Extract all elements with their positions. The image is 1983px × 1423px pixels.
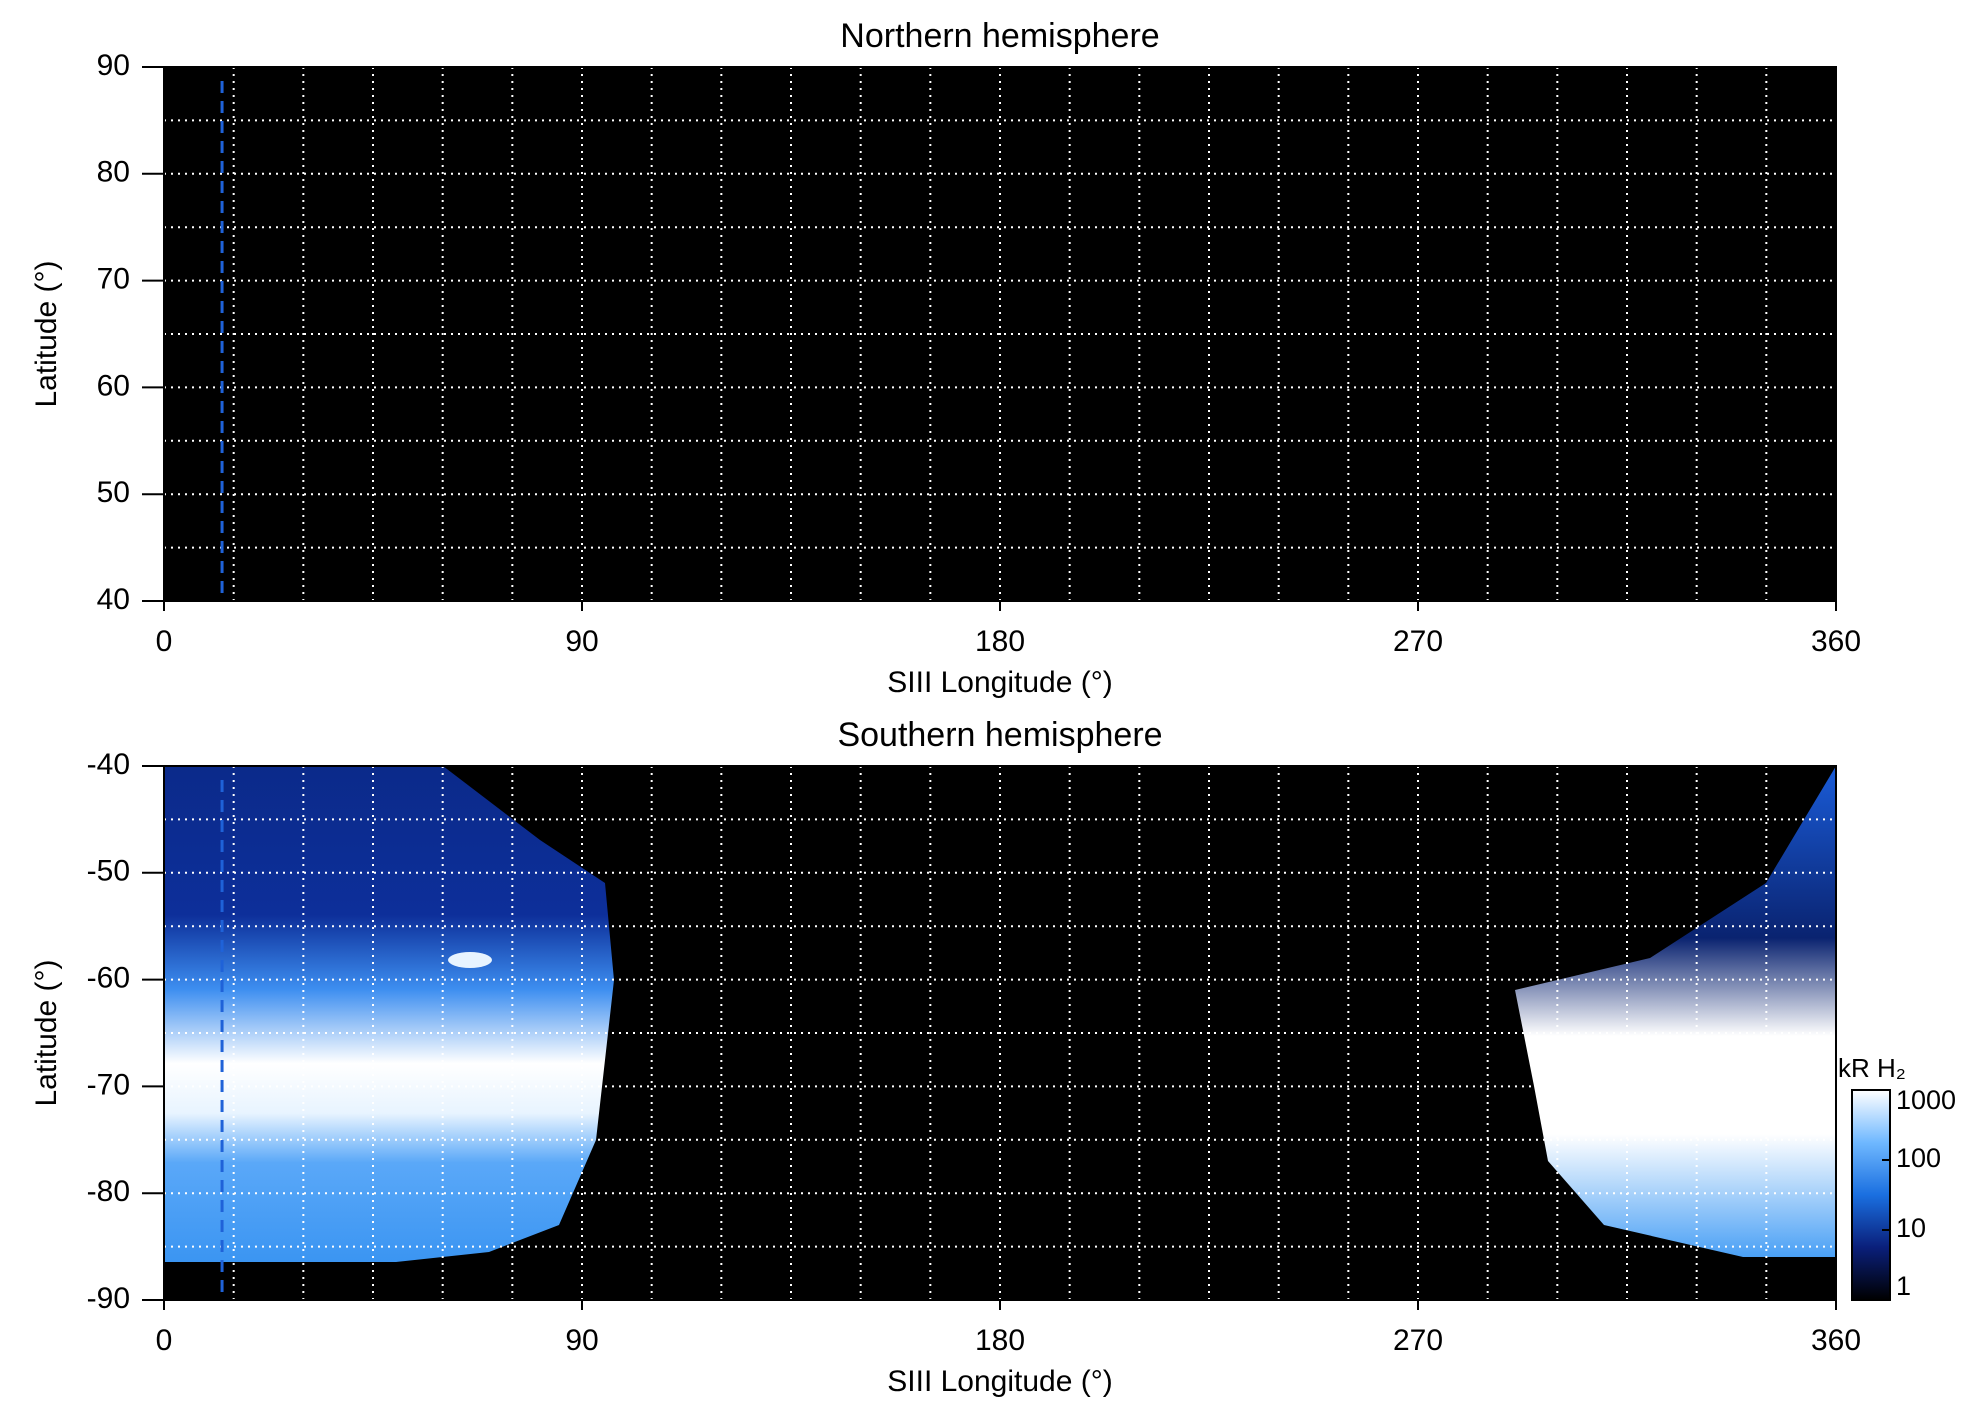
x-tick-label: 0 [156, 1324, 173, 1357]
aurora-region [1515, 766, 1836, 1257]
colorbar-tick-label: 1000 [1896, 1085, 1956, 1115]
x-axis-label: SIII Longitude (°) [887, 1365, 1112, 1398]
axes: Northern hemisphere SIII Longitude (°) Lat… [30, 17, 1956, 1398]
y-tick-label: -40 [87, 748, 130, 781]
colorbar-tick-label: 10 [1896, 1213, 1926, 1243]
y-tick-label: -50 [87, 855, 130, 888]
y-tick-label: -80 [87, 1175, 130, 1208]
y-tick-label: 80 [97, 156, 130, 189]
y-tick-label: 60 [97, 369, 130, 402]
y-axis-label: Latitude (°) [30, 959, 63, 1106]
x-tick-label: 90 [565, 1324, 598, 1357]
x-tick-label: 270 [1393, 625, 1443, 658]
plot-frame [163, 765, 1837, 1301]
panel-title: Southern hemisphere [837, 716, 1162, 754]
x-tick-label: 90 [565, 625, 598, 658]
x-tick-label: 360 [1811, 625, 1861, 658]
y-tick-label: 90 [97, 49, 130, 82]
x-tick-label: 270 [1393, 1324, 1443, 1357]
y-tick-label: -90 [87, 1282, 130, 1315]
panel-title: Northern hemisphere [840, 17, 1159, 55]
y-tick-label: 70 [97, 263, 130, 296]
y-tick-label: 50 [97, 476, 130, 509]
y-tick-label: 40 [97, 583, 130, 616]
x-tick-label: 360 [1811, 1324, 1861, 1357]
x-tick-label: 180 [975, 625, 1025, 658]
colorbar-tick-label: 100 [1896, 1143, 1941, 1173]
x-tick-label: 180 [975, 1324, 1025, 1357]
colorbar-label: kR H₂ [1838, 1053, 1906, 1083]
aurora-region [164, 766, 614, 1262]
aurora-emission [164, 766, 1836, 1262]
colorbar [1851, 1089, 1891, 1301]
x-axis-label: SIII Longitude (°) [887, 666, 1112, 699]
y-tick-label: -70 [87, 1068, 130, 1101]
colorbar-tick-label: 1 [1896, 1271, 1911, 1301]
aurora-spot [448, 952, 492, 968]
y-tick-label: -60 [87, 962, 130, 995]
plot-frame [163, 66, 1837, 602]
y-axis-label: Latitude (°) [30, 260, 63, 407]
x-tick-label: 0 [156, 625, 173, 658]
